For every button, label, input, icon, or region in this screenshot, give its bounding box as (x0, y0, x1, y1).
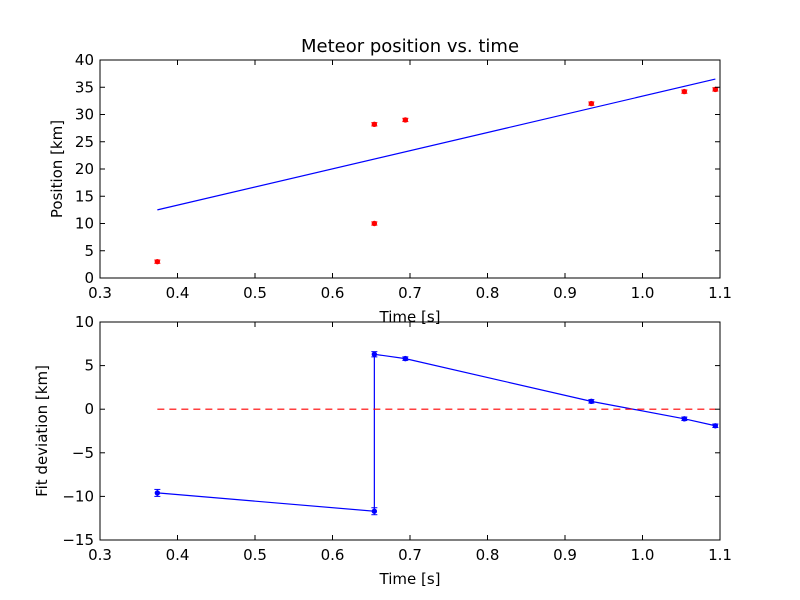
x-tick-label: 0.7 (398, 284, 422, 302)
plot-area (154, 78, 719, 265)
y-tick-label: 10 (75, 313, 94, 331)
series-line (157, 78, 716, 211)
x-tick-label: 0.8 (476, 546, 500, 564)
x-tick-label: 1.1 (708, 546, 732, 564)
y-tick-label: −10 (62, 487, 94, 505)
x-tick-label: 0.6 (321, 284, 345, 302)
data-point (154, 490, 161, 496)
x-tick-label: 0.5 (243, 284, 267, 302)
chart-title: Meteor position vs. time (301, 36, 519, 57)
data-point (371, 220, 378, 227)
data-point (371, 121, 378, 128)
y-tick-label: 15 (75, 187, 94, 205)
axis-ticks: 0.3 0.4 0.5 0.6 0.7 0.8 0.9 1.0 1.1 −15 −10 −5 0 5 10 (62, 313, 732, 564)
x-tick-label: 0.4 (166, 546, 190, 564)
y-tick-label: 35 (75, 78, 94, 96)
y-tick-label: 30 (75, 106, 94, 124)
x-tick-label: 1.0 (631, 284, 655, 302)
data-point (588, 398, 595, 405)
y-tick-label: 25 (75, 133, 94, 151)
y-tick-label: −5 (72, 444, 94, 462)
data-point (154, 258, 161, 265)
y-tick-label: 5 (84, 242, 94, 260)
y-tick-label: 0 (84, 269, 94, 287)
axis-ticks: 0.3 0.4 0.5 0.6 0.7 0.8 0.9 1.0 1.1 0 5 10 15 20 25 30 3… (75, 51, 732, 302)
position-chart: Meteor position vs. time 0.3 0.4 0.5 0.6 0.7… (48, 36, 732, 326)
x-tick-label: 0.8 (476, 284, 500, 302)
data-point (402, 355, 409, 362)
data-point (712, 86, 719, 93)
y-tick-label: 0 (84, 400, 94, 418)
data-point (712, 423, 719, 429)
x-tick-label: 1.0 (631, 546, 655, 564)
x-tick-label: 0.9 (553, 546, 577, 564)
x-tick-label: 0.4 (166, 284, 190, 302)
y-tick-label: 40 (75, 51, 94, 69)
x-tick-label: 0.3 (88, 546, 112, 564)
data-point (371, 508, 378, 514)
data-point (402, 117, 409, 123)
x-tick-label: 0.7 (398, 546, 422, 564)
plot-area (154, 351, 719, 516)
y-axis-label: Position [km] (48, 120, 66, 218)
data-point (371, 351, 378, 357)
x-tick-label: 0.6 (321, 546, 345, 564)
x-tick-label: 0.3 (88, 284, 112, 302)
y-tick-label: 10 (75, 215, 94, 233)
deviation-chart: 0.3 0.4 0.5 0.6 0.7 0.8 0.9 1.0 1.1−15−10−50510 … (33, 313, 732, 588)
y-tick-label: 20 (75, 160, 94, 178)
x-axis-label: Time [s] (379, 570, 441, 588)
y-tick-label: −15 (62, 531, 94, 549)
x-tick-label: 1.1 (708, 284, 732, 302)
data-point (681, 416, 688, 422)
x-tick-label: 0.9 (553, 284, 577, 302)
x-tick-label: 0.5 (243, 546, 267, 564)
data-point (588, 100, 595, 107)
y-tick-label: 5 (84, 357, 94, 375)
y-axis-label: Fit deviation [km] (33, 365, 51, 497)
data-point (681, 88, 688, 95)
